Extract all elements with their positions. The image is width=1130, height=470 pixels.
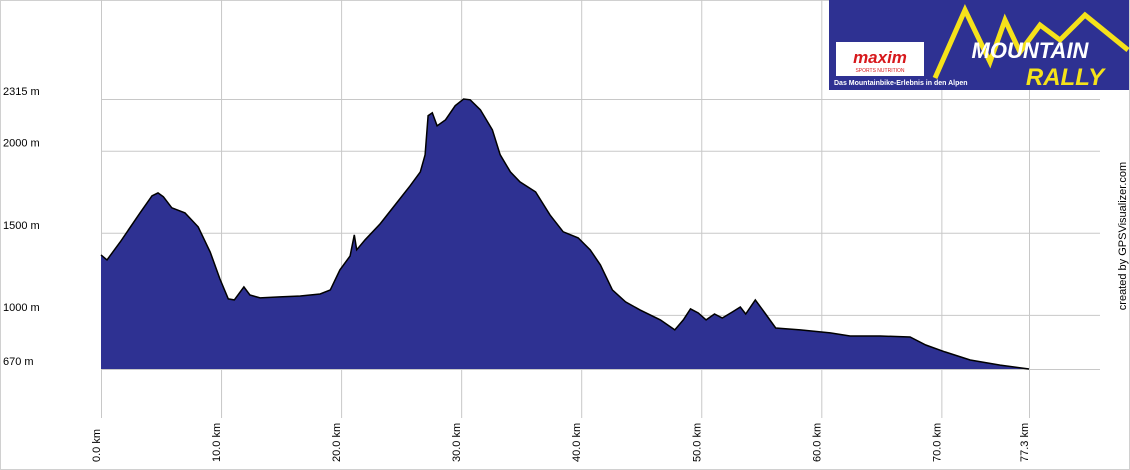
- x-tick-label: 70.0 km: [931, 423, 943, 462]
- logo-brand-bg: [836, 42, 924, 76]
- y-tick-label: 670 m: [3, 356, 34, 368]
- plot: 670 m 1000 m 1500 m 2000 m 2315 m 0.0 km 10.0 …: [3, 0, 1100, 462]
- logo-title: MOUNTAIN: [972, 38, 1090, 63]
- x-tick-label: 60.0 km: [811, 423, 823, 462]
- credit: created by GPSVisualizer.com: [1117, 162, 1129, 310]
- area-fill: [101, 99, 1029, 369]
- logo-brand-sub: SPORTS NUTRITION: [855, 68, 904, 74]
- logo-title: RALLY: [1026, 64, 1106, 91]
- y-tick-label: 2315 m: [3, 86, 40, 98]
- logo-brand: maxim: [853, 48, 907, 67]
- logo-tagline: Das Mountainbike-Erlebnis in den Alpen: [834, 80, 968, 87]
- y-tick-label: 2000 m: [3, 138, 40, 150]
- logo-mountain: [932, 4, 1130, 80]
- y-tick-label: 1000 m: [3, 302, 40, 314]
- logo: maxim SPORTS NUTRITION MOUNTAIN RALLY Da…: [829, 0, 1130, 91]
- x-tick-label: 0.0 km: [91, 429, 103, 462]
- elevation-line: [100, 98, 1030, 370]
- x-tick-label: 50.0 km: [691, 423, 703, 462]
- x-tick-label: 77.3 km: [1019, 423, 1031, 462]
- x-tick-label: 10.0 km: [211, 423, 223, 462]
- y-tick-label: 1500 m: [3, 220, 40, 232]
- x-tick-label: 40.0 km: [571, 423, 583, 462]
- x-tick-label: 20.0 km: [331, 423, 343, 462]
- x-tick-label: 30.0 km: [451, 423, 463, 462]
